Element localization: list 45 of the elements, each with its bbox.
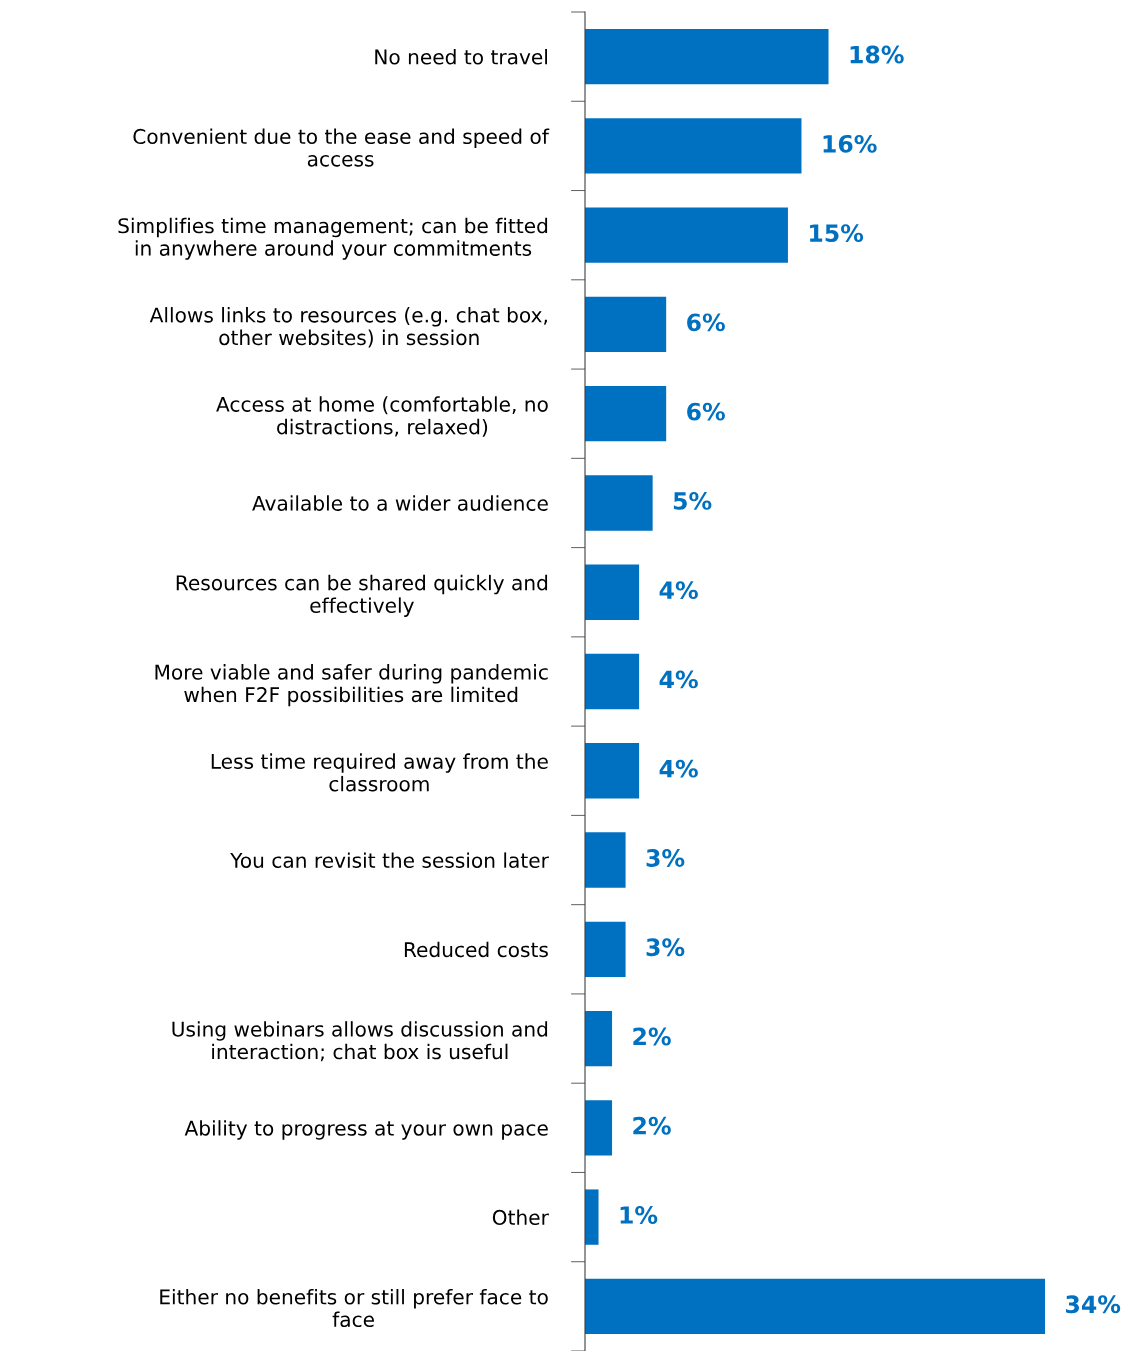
- y-tick-label: Allows links to resources (e.g. chat box, other websites) in session: [149, 307, 547, 348]
- y-tick-label: Convenient due to the ease and speed of access: [133, 128, 550, 167]
- data-label: 2%: [633, 1027, 671, 1046]
- y-tick-label: Reduced costs: [404, 941, 548, 958]
- bar: [585, 28, 829, 85]
- y-tick-label: More viable and safer during pandemic when F2F possibilities are limited: [155, 664, 548, 707]
- bar: [585, 743, 640, 799]
- bar: [585, 653, 640, 710]
- y-tick-label: Either no benefits or still prefer face to face: [160, 1288, 548, 1328]
- bar: [585, 386, 667, 442]
- data-label: 4%: [659, 759, 698, 778]
- y-tick-label: Less time required away from the classroom: [211, 753, 548, 792]
- data-label: 4%: [659, 670, 698, 689]
- y-tick-label: No need to travel: [375, 48, 547, 65]
- data-label: 18%: [850, 45, 904, 64]
- data-label: 2%: [633, 1116, 671, 1135]
- bar: [585, 1010, 613, 1067]
- y-tick-label: You can revisit the session later: [230, 852, 549, 868]
- bar: [585, 118, 802, 174]
- y-tick-label: Access at home (comfortable, no distractions, relaxed): [216, 396, 548, 437]
- data-label: 15%: [810, 224, 864, 243]
- bar: [585, 1100, 613, 1156]
- bar: [585, 921, 626, 977]
- data-label: 16%: [823, 134, 877, 153]
- bar: [585, 475, 653, 531]
- bar: [585, 1278, 1045, 1335]
- data-label: 4%: [659, 581, 698, 600]
- bar: [585, 1189, 599, 1245]
- data-label: 6%: [687, 313, 725, 332]
- y-tick-label: Ability to progress at your own pace: [184, 1120, 548, 1140]
- y-tick-label: Available to a wider audience: [252, 495, 548, 511]
- data-label: 1%: [620, 1206, 658, 1224]
- y-tick-label: Using webinars allows discussion and interaction; chat box is useful: [172, 1021, 548, 1062]
- bar: [585, 832, 626, 888]
- bar: [585, 207, 788, 263]
- bar: [585, 296, 667, 353]
- y-tick-label: Simplifies time management; can be fitted in anywhere around your commitments: [118, 217, 548, 260]
- data-label: 6%: [687, 402, 725, 421]
- y-tick-label: Resources can be shared quickly and effectively: [176, 574, 548, 617]
- bar: [585, 564, 640, 620]
- data-label: 3%: [646, 938, 685, 957]
- data-label: 34%: [1066, 1295, 1121, 1314]
- data-label: 3%: [646, 849, 685, 867]
- y-tick-label: Other: [492, 1209, 549, 1226]
- data-label: 5%: [673, 491, 712, 510]
